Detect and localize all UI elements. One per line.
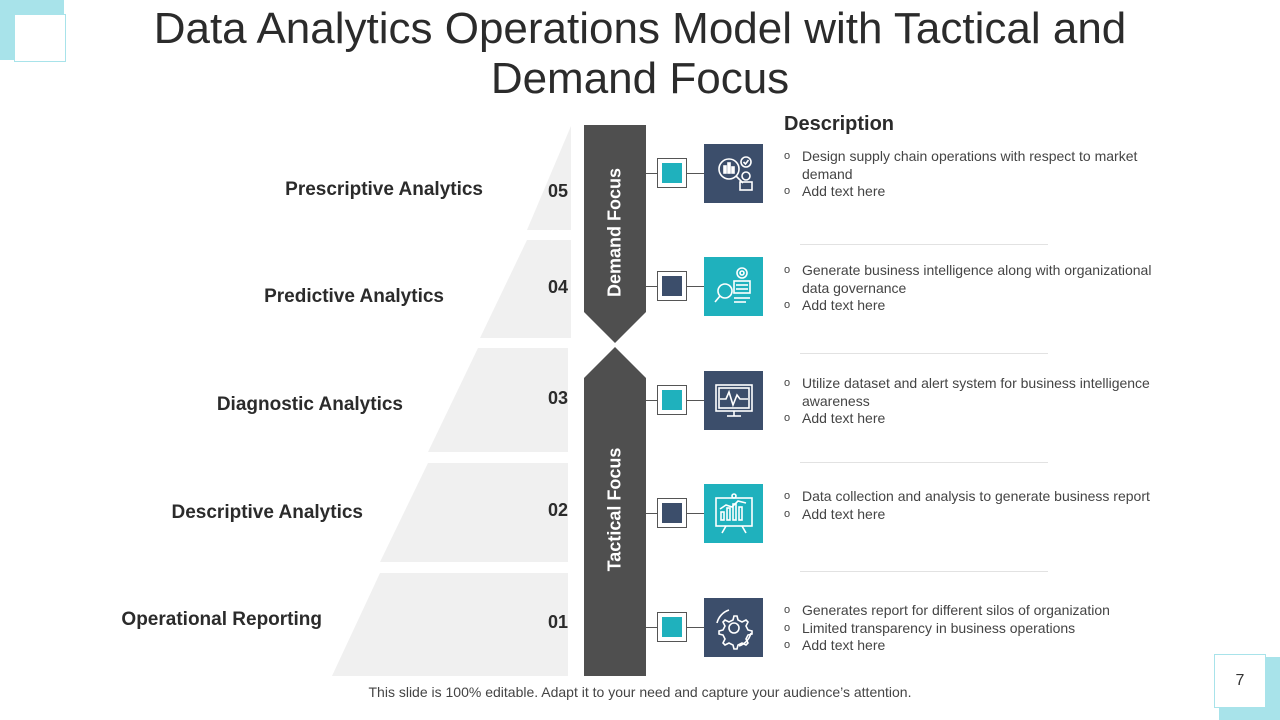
divider (800, 571, 1048, 572)
bullet-item: Add text here (784, 183, 1164, 201)
demand-focus-label: Demand Focus (604, 167, 625, 298)
footer-note: This slide is 100% editable. Adapt it to… (368, 684, 912, 700)
bullet-item: Data collection and analysis to generate… (784, 488, 1164, 506)
marker-square (657, 612, 687, 642)
bullet-item: Limited transparency in business operati… (784, 620, 1164, 638)
pyramid-step-02 (380, 463, 568, 562)
pyramid-step-01 (332, 573, 568, 676)
marker-square (657, 158, 687, 188)
analytics-magnifier-icon (704, 144, 763, 203)
demand-focus-label-wrap: Demand Focus (515, 168, 715, 297)
marker-square (657, 498, 687, 528)
marker-square (657, 271, 687, 301)
bullet-item: Generate business intelligence along wit… (784, 262, 1164, 297)
slide-title: Data Analytics Operations Model with Tac… (153, 4, 1127, 103)
description-block-03: Utilize dataset and alert system for bus… (784, 375, 1164, 428)
monitor-pulse-icon (704, 371, 763, 430)
pyramid-step-03 (428, 348, 568, 452)
description-block-05: Design supply chain operations with resp… (784, 148, 1164, 201)
level-number-05: 05 (547, 181, 569, 201)
bullet-item: Add text here (784, 297, 1164, 315)
level-number-01: 01 (547, 612, 569, 632)
level-label-03: Diagnostic Analytics (216, 394, 403, 415)
tactical-focus-label: Tactical Focus (604, 447, 625, 572)
page-number: 7 (1214, 654, 1266, 708)
level-label-04: Predictive Analytics (264, 286, 444, 307)
pyramid-step-04 (480, 240, 571, 338)
description-block-02: Data collection and analysis to generate… (784, 488, 1164, 523)
tactical-focus-bar (584, 347, 646, 676)
bullet-item: Add text here (784, 410, 1164, 428)
level-label-05: Prescriptive Analytics (285, 179, 483, 200)
description-heading: Description (784, 113, 895, 135)
description-block-01: Generates report for different silos of … (784, 602, 1164, 655)
bullet-item: Add text here (784, 506, 1164, 524)
demand-focus-bar (584, 125, 646, 343)
description-block-04: Generate business intelligence along wit… (784, 262, 1164, 315)
gear-cycle-icon (704, 598, 763, 657)
level-number-02: 02 (547, 500, 569, 520)
divider (800, 244, 1048, 245)
bullet-item: Design supply chain operations with resp… (784, 148, 1164, 183)
bullet-item: Utilize dataset and alert system for bus… (784, 375, 1164, 410)
bullet-item: Add text here (784, 637, 1164, 655)
level-number-04: 04 (547, 277, 569, 297)
report-board-icon (704, 484, 763, 543)
marker-square (657, 385, 687, 415)
divider (800, 353, 1048, 354)
bullet-item: Generates report for different silos of … (784, 602, 1164, 620)
divider (800, 462, 1048, 463)
pyramid-step-05 (527, 126, 571, 230)
corner-frame (14, 14, 66, 62)
data-search-icon (704, 257, 763, 316)
level-label-01: Operational Reporting (121, 609, 322, 630)
level-label-02: Descriptive Analytics (171, 502, 364, 523)
level-number-03: 03 (547, 388, 569, 408)
